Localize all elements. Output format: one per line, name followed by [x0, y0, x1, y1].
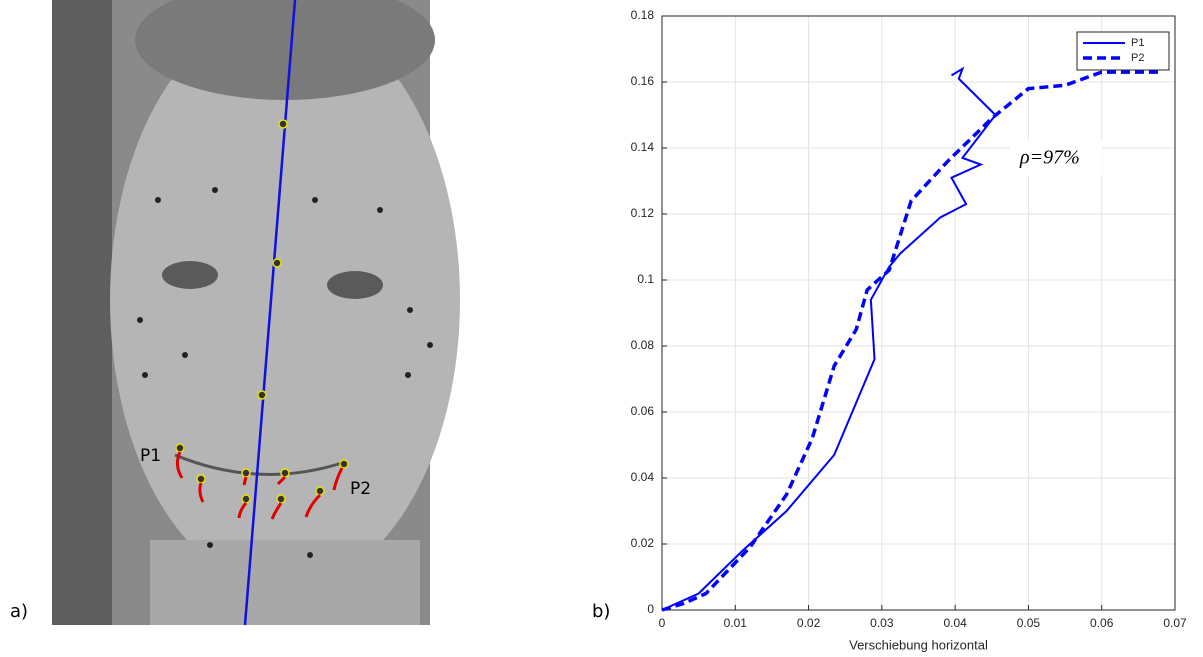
- y-tick-label: 0.1: [637, 272, 654, 286]
- x-tick-label: 0.05: [1017, 616, 1041, 630]
- y-tick-label: 0.14: [631, 140, 655, 154]
- x-tick-label: 0.04: [943, 616, 967, 630]
- photo: P1 P2: [52, 0, 460, 626]
- series-line: [661, 70, 1161, 612]
- trajectories: [175, 451, 344, 520]
- y-tick-label: 0.12: [631, 206, 655, 220]
- annotation: ρ=97%: [1019, 147, 1080, 169]
- axes-box: [661, 15, 1176, 611]
- x-axis-label: Verschiebung horizontal: [849, 637, 988, 652]
- point-label: P1: [140, 446, 161, 466]
- panel-label: a): [10, 601, 28, 622]
- y-tick-label: 0.04: [631, 470, 655, 484]
- neck: [150, 540, 420, 625]
- y-tick-label: 0.08: [631, 338, 655, 352]
- midline: [243, 0, 297, 626]
- eye: [327, 271, 383, 299]
- x-tick-label: 0.02: [797, 616, 821, 630]
- legend-box: [1076, 31, 1170, 71]
- markers: [137, 187, 433, 558]
- plot-area: [662, 16, 1175, 610]
- y-tick-label: 0: [647, 602, 654, 616]
- x-tick-label: 0.03: [870, 616, 894, 630]
- y-tick-label: 0.18: [631, 8, 655, 22]
- legend-label: P2: [1131, 52, 1144, 64]
- y-tick-label: 0.02: [631, 536, 655, 550]
- x-tick-label: 0.01: [724, 616, 748, 630]
- series-line: [661, 66, 997, 611]
- hair: [135, 0, 435, 100]
- y-tick-label: 0.16: [631, 74, 655, 88]
- panel-label: b): [592, 601, 610, 622]
- photo-shadow: [52, 0, 112, 625]
- x-tick-label: 0: [659, 616, 666, 630]
- x-tick-label: 0.06: [1090, 616, 1114, 630]
- y-tick-label: 0.06: [631, 404, 655, 418]
- x-tick-label: 0.07: [1163, 616, 1187, 630]
- tracked-points: [175, 119, 349, 504]
- point-label: P2: [350, 479, 371, 499]
- eye: [162, 261, 218, 289]
- legend-label: P1: [1131, 37, 1144, 49]
- annotation-bg: [1010, 140, 1102, 176]
- mouth: [174, 453, 346, 476]
- face: [110, 10, 460, 590]
